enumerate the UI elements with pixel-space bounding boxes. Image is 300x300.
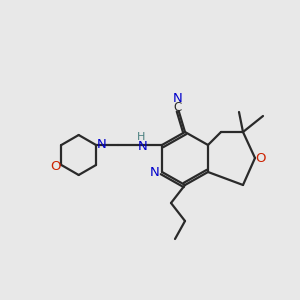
Text: C: C: [174, 101, 182, 114]
Text: N: N: [150, 167, 160, 179]
Text: N: N: [97, 137, 107, 151]
Text: O: O: [50, 160, 61, 172]
Text: O: O: [256, 152, 266, 164]
Text: H: H: [137, 132, 145, 142]
Text: N: N: [173, 92, 183, 105]
Text: N: N: [138, 140, 148, 152]
